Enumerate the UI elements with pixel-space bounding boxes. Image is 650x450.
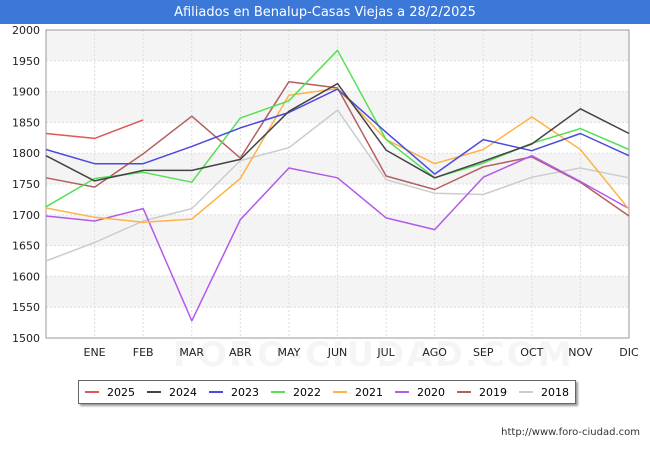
y-tick-label: 1850 xyxy=(12,116,40,129)
legend-item-2020: 2020 xyxy=(395,386,445,399)
x-tick-label: SEP xyxy=(473,346,494,359)
chart-title: Afiliados en Benalup-Casas Viejas a 28/2… xyxy=(0,0,650,24)
x-tick-label: MAR xyxy=(179,346,204,359)
y-tick-label: 1800 xyxy=(12,147,40,160)
legend-label: 2021 xyxy=(355,385,383,399)
legend-item-2021: 2021 xyxy=(333,386,383,399)
legend-swatch xyxy=(85,391,99,393)
legend-swatch xyxy=(271,391,285,393)
legend-swatch xyxy=(395,391,409,393)
x-tick-label: FEB xyxy=(133,346,154,359)
plot-area-border xyxy=(45,29,630,339)
series-line-2024 xyxy=(45,82,630,182)
legend-swatch xyxy=(457,391,471,393)
legend-item-2022: 2022 xyxy=(271,386,321,399)
legend-item-2018: 2018 xyxy=(519,386,569,399)
y-tick-label: 1700 xyxy=(12,209,40,222)
legend-label: 2025 xyxy=(107,385,135,399)
x-tick-label: OCT xyxy=(520,346,543,359)
y-tick-label: 1550 xyxy=(12,301,40,314)
series-line-2025 xyxy=(45,119,144,140)
legend-swatch xyxy=(147,391,161,393)
x-tick-label: MAY xyxy=(277,346,300,359)
legend-item-2023: 2023 xyxy=(209,386,259,399)
y-tick-label: 1950 xyxy=(12,55,40,68)
y-tick-label: 1650 xyxy=(12,240,40,253)
legend-label: 2019 xyxy=(479,385,507,399)
y-tick-label: 1750 xyxy=(12,178,40,191)
x-tick-label: NOV xyxy=(568,346,593,359)
y-tick-label: 1900 xyxy=(12,86,40,99)
legend-label: 2020 xyxy=(417,385,445,399)
legend-item-2019: 2019 xyxy=(457,386,507,399)
source-url: http://www.foro-ciudad.com xyxy=(501,427,640,438)
y-tick-label: 1500 xyxy=(12,332,40,345)
chart-legend: 2025 2024 2023 2022 2021 2020 2019 2018 xyxy=(78,380,576,404)
y-tick-label: 2000 xyxy=(12,24,40,37)
legend-label: 2022 xyxy=(293,385,321,399)
legend-label: 2023 xyxy=(231,385,259,399)
y-tick-label: 1600 xyxy=(12,270,40,283)
series-line-2020 xyxy=(45,154,630,322)
series-line-2018 xyxy=(45,109,630,262)
legend-label: 2024 xyxy=(169,385,197,399)
series-line-2023 xyxy=(45,88,630,175)
legend-label: 2018 xyxy=(541,385,569,399)
legend-item-2024: 2024 xyxy=(147,386,197,399)
legend-swatch xyxy=(519,391,533,393)
x-tick-label: ABR xyxy=(229,346,252,359)
watermark: FORO-CIUDAD.COM xyxy=(173,335,574,375)
x-tick-label: DIC xyxy=(619,346,639,359)
x-tick-label: JUL xyxy=(376,346,395,359)
x-tick-label: JUN xyxy=(327,346,348,359)
legend-swatch xyxy=(209,391,223,393)
legend-item-2025: 2025 xyxy=(85,386,135,399)
x-tick-label: ENE xyxy=(84,346,106,359)
legend-swatch xyxy=(333,391,347,393)
x-tick-label: AGO xyxy=(422,346,447,359)
